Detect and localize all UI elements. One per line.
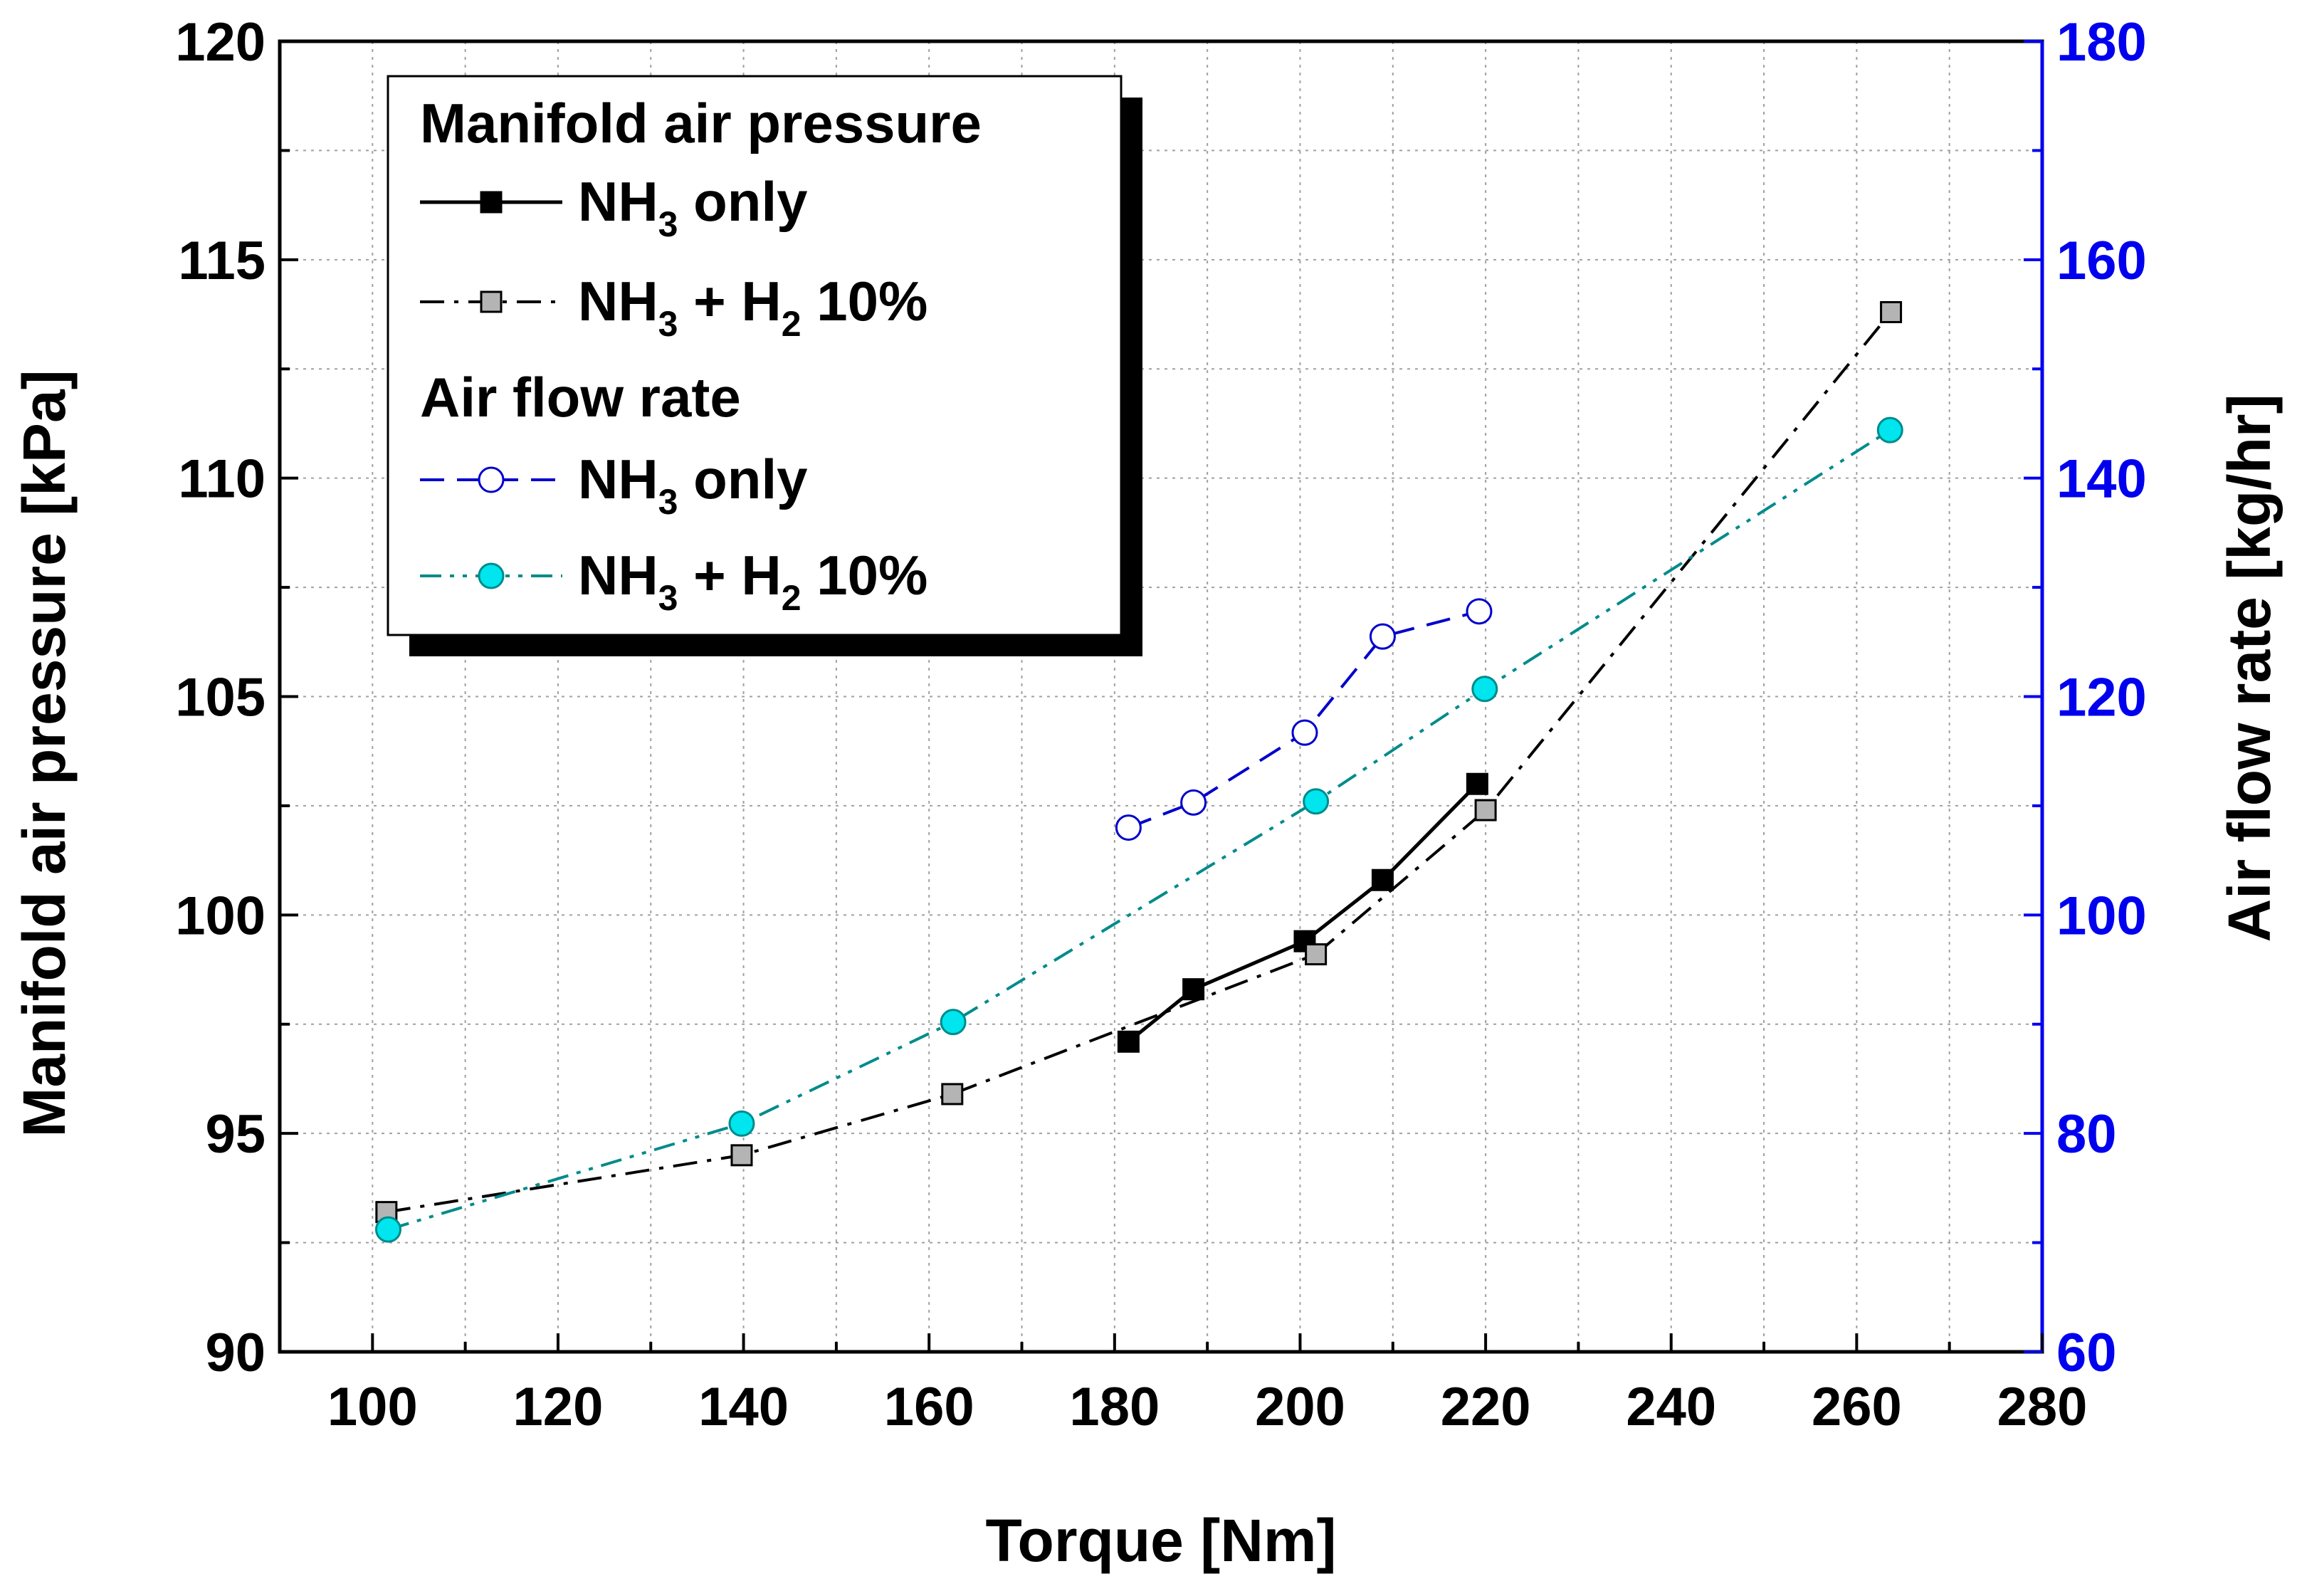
data-point-map_nh3: [1371, 868, 1394, 891]
left-y-tick-label: 90: [205, 1323, 266, 1383]
left-y-tick-label: 110: [178, 449, 266, 510]
left-y-axis-title: Manifold air pressure [kPa]: [11, 369, 78, 1137]
data-point-map_h2: [1474, 799, 1497, 821]
data-point-afr_nh3: [1369, 623, 1396, 650]
x-tick-label: 220: [1441, 1377, 1531, 1437]
legend-marker-afr_nh3: [478, 466, 505, 493]
x-tick-label: 160: [884, 1377, 974, 1437]
series-line-map_h2: [386, 311, 1893, 1214]
legend-label-map_nh3: NH3 only: [578, 170, 808, 244]
x-tick-label: 240: [1626, 1377, 1716, 1437]
legend-marker-map_h2: [480, 290, 503, 313]
series-afr_nh3: [1115, 598, 1493, 841]
data-point-afr_h2: [374, 1216, 401, 1243]
axis-ticks: 100 120 140 160 180 200 220 240 260 280 90 95 100 105…: [175, 12, 2147, 1437]
data-point-map_nh3: [1182, 978, 1205, 1001]
data-point-map_nh3: [1466, 772, 1488, 795]
data-point-afr_h2: [1471, 676, 1498, 703]
x-tick-label: 260: [1812, 1377, 1902, 1437]
series-line-map_nh3: [1127, 782, 1479, 1044]
right-y-tick-label: 180: [2056, 12, 2147, 73]
legend-label-afr_nh3: NH3 only: [578, 448, 808, 522]
data-point-map_h2: [730, 1144, 753, 1167]
data-point-afr_nh3: [1466, 598, 1493, 625]
data-point-afr_nh3: [1291, 719, 1318, 746]
left-y-tick-label: 95: [205, 1104, 266, 1165]
data-point-map_h2: [941, 1083, 964, 1106]
series-map_nh3: [1117, 772, 1488, 1053]
data-point-afr_h2: [940, 1009, 967, 1036]
data-point-map_h2: [1305, 943, 1328, 966]
data-point-map_h2: [1880, 300, 1903, 323]
x-tick-label: 140: [698, 1377, 789, 1437]
series-afr_h2: [374, 416, 1903, 1243]
x-tick-label: 200: [1255, 1377, 1345, 1437]
right-y-tick-label: 60: [2056, 1323, 2117, 1383]
data-point-afr_h2: [1303, 788, 1330, 815]
data-point-afr_nh3: [1180, 789, 1207, 816]
series-layer: [374, 300, 1903, 1243]
right-y-tick-label: 120: [2056, 668, 2147, 728]
left-y-tick-label: 100: [175, 886, 266, 946]
legend-marker-map_nh3: [480, 191, 503, 214]
right-y-tick-label: 160: [2056, 231, 2147, 291]
x-tick-label: 100: [327, 1377, 418, 1437]
left-y-tick-label: 120: [175, 12, 266, 73]
series-map_h2: [375, 300, 1903, 1224]
right-y-tick-label: 80: [2056, 1104, 2117, 1165]
data-point-map_nh3: [1117, 1030, 1140, 1053]
right-y-axis-title: Air flow rate [kg/hr]: [2216, 394, 2283, 942]
right-y-tick-label: 140: [2056, 449, 2147, 510]
series-line-afr_h2: [387, 429, 1891, 1232]
right-y-tick-label: 100: [2056, 886, 2147, 946]
x-tick-label: 180: [1069, 1377, 1160, 1437]
x-tick-label: 280: [1997, 1377, 2088, 1437]
legend-label-map_h2: NH3 + H2 10%: [578, 270, 927, 344]
legend-items: Manifold air pressure NH3 only NH3 + H2 10…: [420, 92, 982, 618]
left-y-tick-label: 115: [178, 231, 266, 291]
data-point-afr_nh3: [1115, 814, 1142, 841]
legend-label-afr_h2: NH3 + H2 10%: [578, 544, 927, 618]
legend: Manifold air pressure NH3 only NH3 + H2 10…: [387, 75, 1142, 656]
data-point-afr_h2: [1876, 416, 1903, 443]
left-y-tick-label: 105: [175, 668, 266, 728]
legend-box: [387, 75, 1123, 636]
data-point-afr_h2: [728, 1110, 755, 1137]
x-tick-label: 120: [513, 1377, 604, 1437]
legend-group-title: Air flow rate: [420, 366, 741, 429]
legend-group-title: Manifold air pressure: [420, 92, 982, 154]
x-axis-title: Torque [Nm]: [985, 1507, 1336, 1574]
legend-marker-afr_h2: [478, 562, 505, 589]
